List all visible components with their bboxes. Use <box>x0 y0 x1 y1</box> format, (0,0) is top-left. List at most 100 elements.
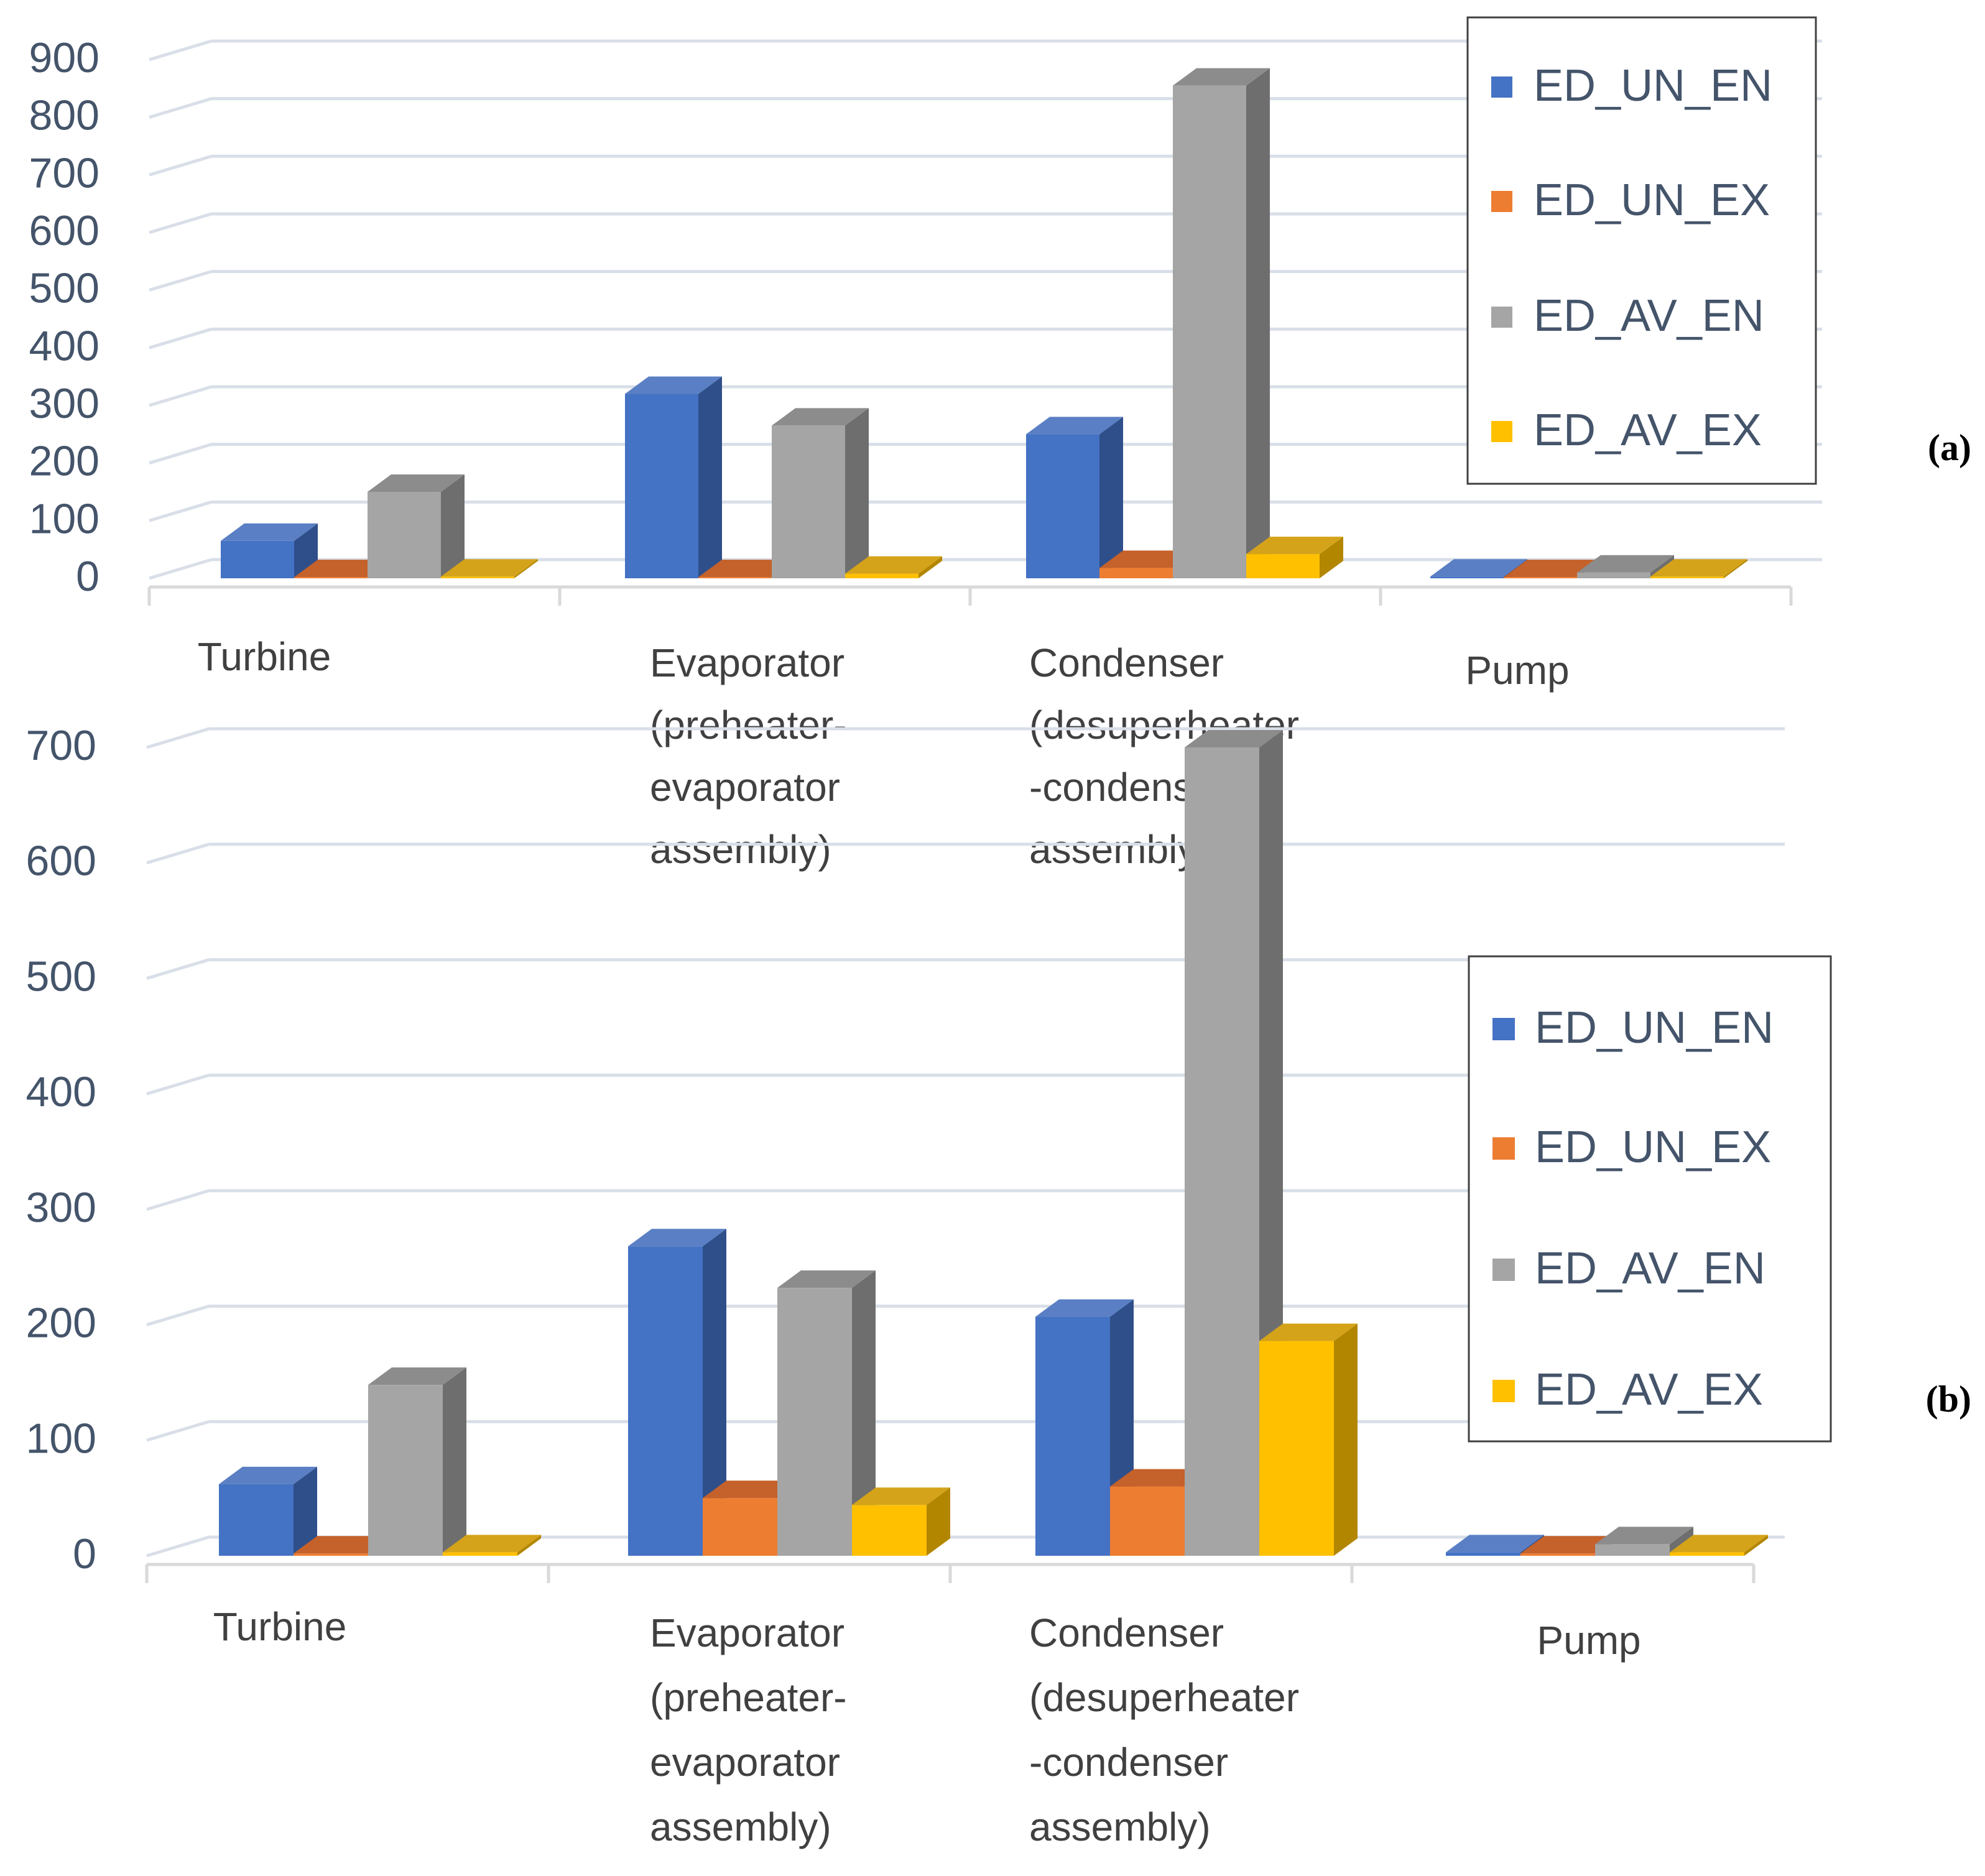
bar-ED_AV_EX-3 <box>1670 1535 1768 1556</box>
legend-label: ED_UN_EX <box>1534 175 1770 225</box>
bar-front <box>1595 1544 1670 1556</box>
bar-side <box>1744 1535 1768 1556</box>
y-tick-label: 400 <box>29 322 99 369</box>
panel-label: (b) <box>1926 1379 1971 1420</box>
bar-top <box>294 560 391 578</box>
bar-front <box>625 394 698 578</box>
legend-label: ED_UN_EN <box>1534 61 1772 111</box>
legend-label: ED_UN_EX <box>1535 1122 1771 1172</box>
bar-front <box>1577 572 1650 578</box>
panel-label: (a) <box>1928 427 1971 468</box>
bar-ED_AV_EX-2 <box>1246 537 1343 578</box>
bar-top <box>625 376 722 394</box>
bar-front <box>777 1288 852 1556</box>
y-tick-label: 100 <box>26 1415 96 1462</box>
bar-front <box>1110 1486 1185 1556</box>
bar-top <box>1520 1536 1619 1554</box>
bar-top <box>703 1481 801 1499</box>
bar-top <box>1430 559 1527 577</box>
bar-side <box>698 376 722 578</box>
bar-ED_AV_EX-1 <box>852 1487 950 1556</box>
legend-swatch <box>1492 1137 1515 1160</box>
bar-side <box>517 1535 541 1556</box>
x-category-label: Evaporator (preheater-evaporator assembly) <box>650 640 847 872</box>
x-category-label: Turbine <box>213 1604 347 1649</box>
bar-ED_AV_EN-1 <box>772 408 869 578</box>
bar-ED_UN_EN-1 <box>625 376 722 578</box>
bar-front <box>845 573 918 578</box>
y-tick-label: 200 <box>29 438 99 485</box>
gridline-diagonal <box>149 327 212 349</box>
bar-front <box>219 1484 294 1556</box>
bar-front <box>1430 576 1504 578</box>
legend-label: ED_AV_EN <box>1534 291 1764 341</box>
y-tick-label: 300 <box>29 380 99 427</box>
bar-top <box>1446 1535 1544 1553</box>
gridline-diagonal <box>146 727 210 749</box>
gridline-diagonal <box>146 1420 210 1442</box>
bar-ED_UN_EX-2 <box>1110 1469 1208 1556</box>
legend-label: ED_UN_EN <box>1535 1003 1774 1053</box>
gridline-diagonal <box>149 39 212 62</box>
legend-label: ED_AV_EX <box>1534 405 1762 455</box>
chart-panel-a: 0 100 200 300 400 500 600 700 800 900 Turbine Evapo… <box>29 16 1971 872</box>
bar-front <box>1446 1552 1520 1556</box>
y-tick-label: 0 <box>73 1530 96 1578</box>
y-tick-label: 800 <box>29 92 99 139</box>
bar-ED_UN_EN-0 <box>221 523 318 578</box>
bar-side <box>514 559 538 578</box>
bar-ED_AV_EX-1 <box>845 556 942 578</box>
gridline-diagonal <box>149 212 212 234</box>
y-tick-label: 500 <box>29 265 99 312</box>
gridline-diagonal <box>149 443 212 465</box>
bar-top <box>1246 537 1343 555</box>
bar-top <box>221 523 318 541</box>
bar-front <box>1670 1552 1744 1556</box>
legend-box <box>1468 955 1832 1443</box>
bar-side <box>1320 537 1343 578</box>
legend-swatch <box>1492 1018 1515 1040</box>
legend-swatch <box>1491 191 1512 212</box>
bar-front <box>1173 85 1246 578</box>
bar-ED_AV_EX-0 <box>441 559 538 578</box>
bar-side <box>1334 1323 1358 1556</box>
bar-top <box>1026 417 1123 435</box>
bar-top <box>294 1536 392 1554</box>
bar-front <box>368 491 441 578</box>
bar-front <box>1185 747 1259 1556</box>
bar-side <box>443 1367 466 1556</box>
gridline-diagonal <box>149 558 212 580</box>
bar-front <box>1246 554 1320 578</box>
y-tick-label: 500 <box>26 953 96 1000</box>
bar-front <box>1650 576 1724 578</box>
bar-ED_AV_EN-0 <box>368 474 465 578</box>
bar-front <box>1099 568 1173 578</box>
bar-side <box>294 1466 317 1556</box>
bar-side <box>927 1487 950 1556</box>
bar-front <box>703 1498 777 1556</box>
bar-front <box>441 576 514 578</box>
legend-swatch <box>1491 76 1512 98</box>
gridline-diagonal <box>146 1305 210 1326</box>
gridline-diagonal <box>149 385 212 407</box>
bar-ED_AV_EX-0 <box>443 1535 541 1556</box>
bar-front <box>221 540 294 578</box>
bar-front <box>852 1505 927 1556</box>
bar-top <box>1595 1527 1693 1545</box>
bar-top <box>852 1487 950 1505</box>
bar-front <box>443 1552 517 1556</box>
bar-front <box>368 1385 443 1556</box>
bar-top <box>1035 1299 1134 1317</box>
gridline-diagonal <box>149 154 212 177</box>
bar-front <box>698 577 772 578</box>
y-tick-label: 0 <box>76 553 99 600</box>
bar-ED_UN_EN-0 <box>219 1466 317 1556</box>
bar-ED_AV_EX-3 <box>1650 559 1747 578</box>
gridline-diagonal <box>146 1535 210 1558</box>
bar-top <box>1670 1535 1768 1553</box>
legend-swatch <box>1491 421 1512 442</box>
legend-box <box>1466 16 1817 485</box>
bar-top <box>777 1270 876 1288</box>
y-tick-label: 900 <box>29 34 99 81</box>
